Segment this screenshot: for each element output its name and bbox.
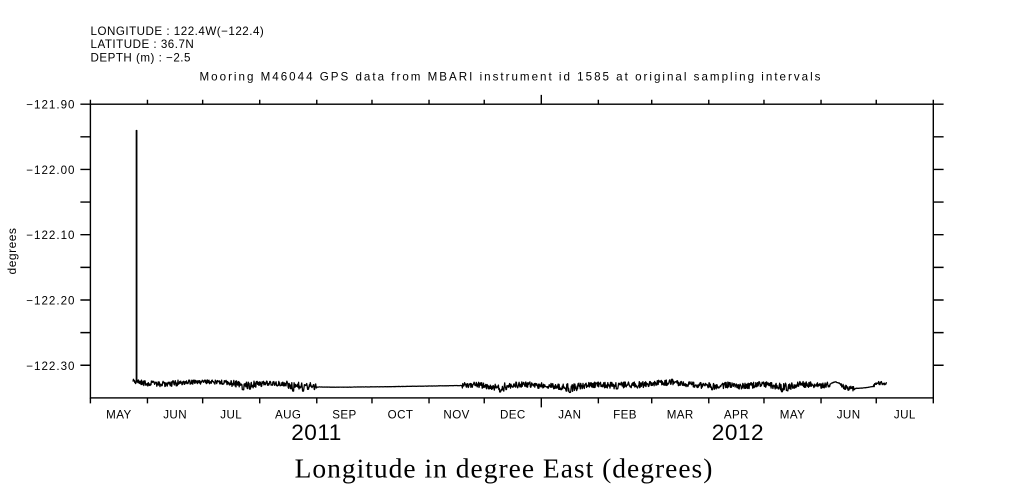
svg-text:−122.30: −122.30 [26, 360, 75, 373]
svg-text:−121.90: −121.90 [26, 99, 75, 112]
svg-text:MAR: MAR [667, 409, 694, 422]
svg-text:DEC: DEC [500, 409, 526, 422]
svg-text:−122.00: −122.00 [26, 164, 75, 177]
svg-text:SEP: SEP [332, 409, 356, 422]
svg-text:JUN: JUN [837, 409, 861, 422]
svg-text:FEB: FEB [613, 409, 637, 422]
svg-text:degrees: degrees [5, 228, 19, 275]
svg-text:OCT: OCT [388, 409, 414, 422]
svg-text:DEPTH (m) : −2.5: DEPTH (m) : −2.5 [91, 51, 191, 64]
svg-text:2012: 2012 [712, 420, 764, 445]
svg-text:Mooring M46044 GPS data from M: Mooring M46044 GPS data from MBARI instr… [200, 71, 823, 84]
svg-text:AUG: AUG [275, 409, 301, 422]
svg-text:JUL: JUL [894, 409, 916, 422]
svg-text:−122.20: −122.20 [26, 295, 75, 308]
svg-text:Longitude in degree East (degr: Longitude in degree East (degrees) [295, 453, 714, 484]
svg-text:MAY: MAY [106, 409, 131, 422]
svg-text:JUL: JUL [220, 409, 242, 422]
svg-text:NOV: NOV [443, 409, 469, 422]
svg-text:JAN: JAN [558, 409, 581, 422]
svg-text:JUN: JUN [163, 409, 187, 422]
svg-text:LONGITUDE : 122.4W(−122.4): LONGITUDE : 122.4W(−122.4) [91, 25, 265, 38]
svg-text:MAY: MAY [780, 409, 805, 422]
svg-text:−122.10: −122.10 [26, 229, 75, 242]
svg-text:LATITUDE : 36.7N: LATITUDE : 36.7N [91, 38, 195, 51]
svg-text:APR: APR [724, 409, 749, 422]
svg-text:2011: 2011 [291, 420, 342, 445]
